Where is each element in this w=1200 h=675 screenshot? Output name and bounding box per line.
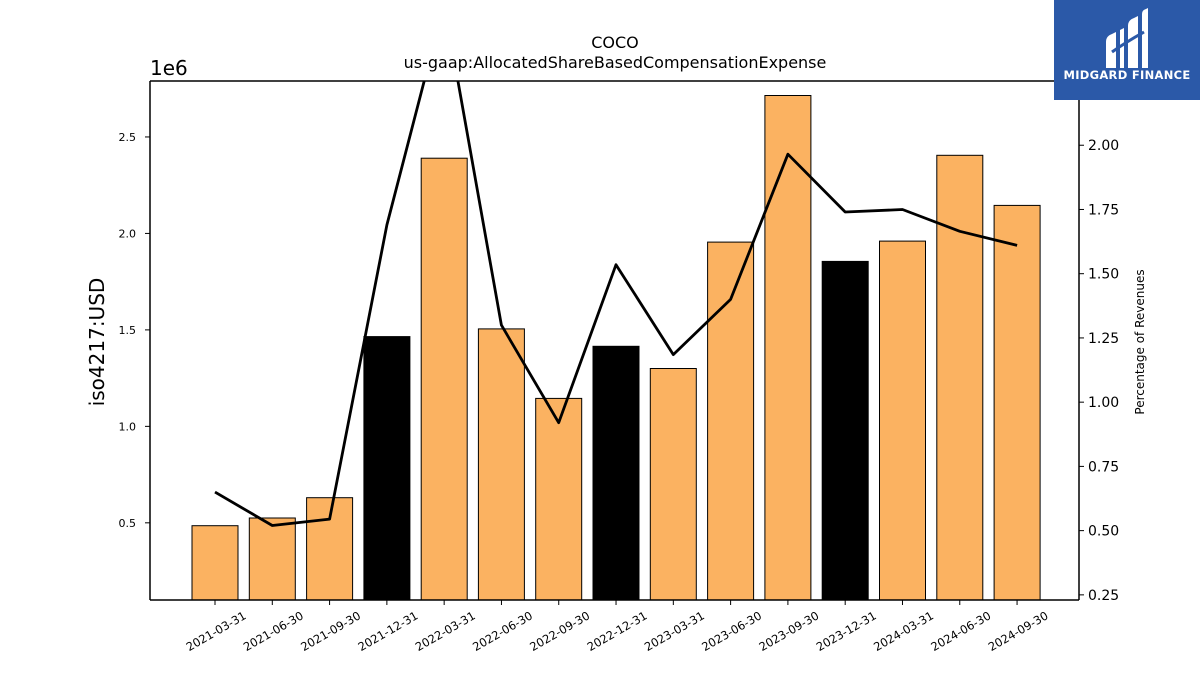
x-tick-label: 2023-09-30: [757, 608, 822, 654]
logo-text: MIDGARD FINANCE: [1063, 68, 1191, 82]
x-tick-label: 2024-03-31: [871, 608, 936, 654]
bar: [993, 204, 1041, 601]
x-tick-label: 2024-06-30: [928, 608, 993, 654]
y-tick-label: 1.0: [119, 420, 137, 433]
x-tick-label: 2022-12-31: [585, 608, 650, 654]
percentage-line: [214, 81, 1018, 527]
y2-tick-label: 0.50: [1088, 524, 1119, 540]
x-tick-label: 2023-06-30: [699, 608, 764, 654]
bar: [821, 260, 869, 601]
x-tick-label: 2021-03-31: [184, 608, 249, 654]
bar: [420, 157, 468, 601]
y2-tick-label: 1.75: [1088, 202, 1119, 218]
y2-tick-label: 1.00: [1088, 395, 1119, 411]
bar: [477, 328, 525, 601]
y-axis-label: iso4217:USD: [85, 278, 109, 407]
y-tick-label: 0.5: [119, 517, 137, 530]
x-tick-label: 2023-03-31: [642, 608, 707, 654]
bar: [764, 95, 812, 601]
x-tick-label: 2023-12-31: [814, 608, 879, 654]
y-tick-label: 1.5: [119, 324, 137, 337]
line-layer: [214, 81, 1018, 527]
bar: [191, 525, 239, 601]
chart-title: COCO: [591, 33, 639, 52]
bar: [535, 397, 583, 601]
bars-layer: [191, 95, 1041, 601]
y-axis-offset-label: 1e6: [150, 56, 188, 80]
y-tick-label: 2.5: [119, 131, 137, 144]
y2-tick-label: 1.25: [1088, 331, 1119, 347]
bar: [649, 368, 697, 601]
logo-mark-icon: [1106, 8, 1148, 68]
x-tick-label: 2021-12-31: [356, 608, 421, 654]
x-tick-label: 2022-09-30: [527, 608, 592, 654]
y2-tick-label: 2.00: [1088, 138, 1119, 154]
y-tick-label: 2.0: [119, 227, 137, 240]
x-tick-label: 2021-06-30: [241, 608, 306, 654]
bar: [363, 336, 411, 601]
y2-tick-label: 0.25: [1088, 588, 1119, 604]
chart-subtitle: us-gaap:AllocatedShareBasedCompensationE…: [404, 53, 827, 72]
x-tick-label: 2024-09-30: [986, 608, 1051, 654]
y2-tick-label: 1.50: [1088, 267, 1119, 283]
y2-tick-label: 0.75: [1088, 459, 1119, 475]
bar: [707, 241, 755, 601]
brand-logo: MIDGARD FINANCE: [1054, 0, 1200, 100]
bar: [248, 517, 296, 601]
bar: [879, 240, 926, 601]
bar: [592, 345, 640, 601]
y2-axis-label: Percentage of Revenues: [1133, 269, 1147, 414]
bar: [936, 154, 984, 601]
x-tick-label: 2022-03-31: [413, 608, 478, 654]
x-tick-label: 2022-06-30: [470, 608, 535, 654]
x-tick-label: 2021-09-30: [298, 608, 363, 654]
